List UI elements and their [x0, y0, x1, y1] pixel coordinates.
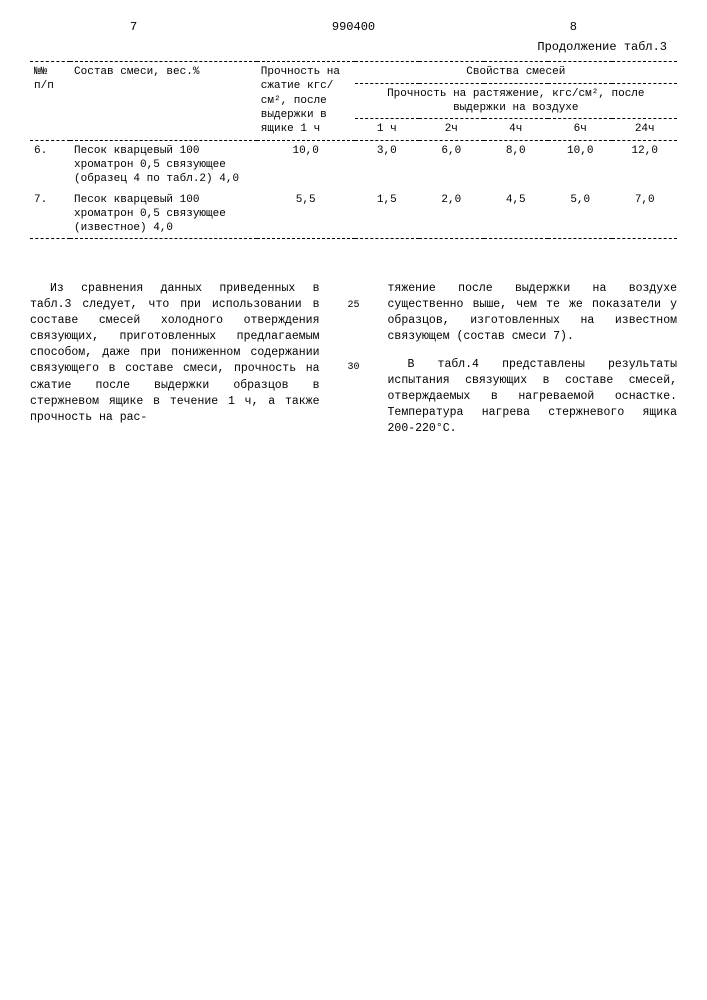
- cell-v24: 7,0: [612, 190, 677, 239]
- paragraph: В табл.4 представлены результаты испытан…: [388, 357, 678, 437]
- page-left: 7: [130, 20, 137, 36]
- col-4h: 4ч: [484, 119, 548, 140]
- header-row: 7 990400 8: [30, 20, 677, 36]
- text-col-left: Из сравнения данных приведенных в табл.3…: [30, 269, 320, 448]
- table-row: 7. Песок кварцевый 100 хроматрон 0,5 свя…: [30, 190, 677, 239]
- body-text: Из сравнения данных приведенных в табл.3…: [30, 269, 677, 448]
- cell-v2: 2,0: [419, 190, 483, 239]
- line-numbers: 25 30: [344, 269, 364, 448]
- col-compression-header: Прочность на сжатие кгс/см², после выдер…: [257, 62, 355, 140]
- cell-compression: 10,0: [257, 140, 355, 189]
- col-2h: 2ч: [419, 119, 483, 140]
- cell-composition: Песок кварцевый 100 хроматрон 0,5 связую…: [70, 190, 257, 239]
- col-1h: 1 ч: [355, 119, 419, 140]
- cell-v24: 12,0: [612, 140, 677, 189]
- cell-v1: 3,0: [355, 140, 419, 189]
- col-24h: 24ч: [612, 119, 677, 140]
- table-row: 6. Песок кварцевый 100 хроматрон 0,5 свя…: [30, 140, 677, 189]
- data-table: №№ п/п Состав смеси, вес.% Прочность на …: [30, 61, 677, 239]
- text-col-right: тяжение после выдержки на воздухе сущест…: [388, 269, 678, 448]
- doc-number: 990400: [137, 20, 570, 36]
- cell-v4: 8,0: [484, 140, 548, 189]
- col-properties-group: Свойства смесей: [355, 62, 677, 83]
- col-tensile-group: Прочность на растяжение, кгс/см², после …: [355, 83, 677, 119]
- col-composition-header: Состав смеси, вес.%: [70, 62, 257, 140]
- cell-composition: Песок кварцевый 100 хроматрон 0,5 связую…: [70, 140, 257, 189]
- cell-num: 7.: [30, 190, 70, 239]
- cell-v6: 10,0: [548, 140, 612, 189]
- paragraph: тяжение после выдержки на воздухе сущест…: [388, 281, 678, 345]
- paragraph: Из сравнения данных приведенных в табл.3…: [30, 281, 320, 426]
- line-number: 30: [348, 361, 360, 375]
- col-6h: 6ч: [548, 119, 612, 140]
- cell-v4: 4,5: [484, 190, 548, 239]
- cell-v2: 6,0: [419, 140, 483, 189]
- col-num-header: №№ п/п: [30, 62, 70, 140]
- page-right: 8: [570, 20, 577, 36]
- line-number: 25: [348, 299, 360, 313]
- cell-num: 6.: [30, 140, 70, 189]
- cell-v1: 1,5: [355, 190, 419, 239]
- cell-v6: 5,0: [548, 190, 612, 239]
- continuation-label: Продолжение табл.3: [30, 40, 667, 56]
- cell-compression: 5,5: [257, 190, 355, 239]
